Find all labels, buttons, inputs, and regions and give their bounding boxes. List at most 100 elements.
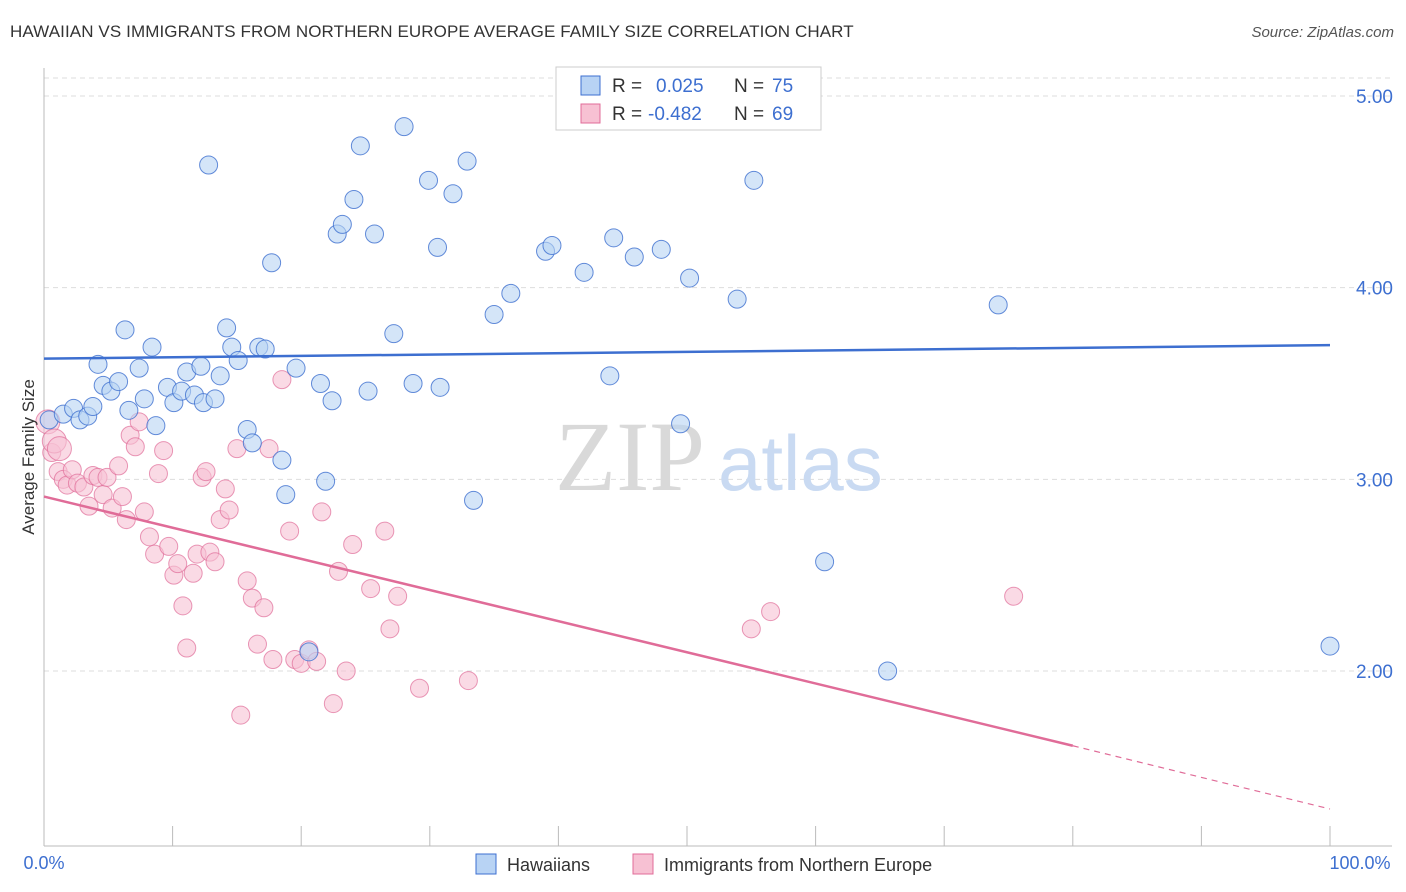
immigrants-point (154, 441, 174, 461)
immigrants-point (410, 678, 430, 698)
hawaiians-trend-line (43, 343, 1331, 360)
hawaiians-point (428, 237, 448, 257)
hawaiians-point (624, 247, 644, 267)
stats-swatch-blue (580, 75, 601, 96)
hawaiians-point (457, 151, 477, 171)
hawaiians-point (228, 351, 248, 370)
immigrants-trend-extension (1072, 745, 1331, 810)
hawaiians-point (384, 324, 404, 344)
x-tick-label-100: 100.0% (1329, 853, 1390, 873)
hawaiians-points (39, 117, 1340, 681)
y-axis-label: Average Family Size (19, 379, 38, 535)
hawaiians-point (119, 400, 139, 420)
hawaiians-point (744, 170, 764, 190)
immigrants-point (125, 437, 145, 457)
hawaiians-point (83, 397, 103, 416)
immigrants-point (254, 598, 274, 618)
y-tick-label-1: 3.00 (1356, 470, 1393, 491)
hawaiians-point (419, 170, 439, 190)
immigrants-point (205, 552, 225, 572)
hawaiians-point (350, 136, 370, 156)
hawaiians-point (358, 381, 378, 401)
stats-r-value-2: -0.482 (648, 104, 702, 125)
stats-r-value-1: 0.025 (656, 76, 704, 97)
immigrants-point (46, 436, 72, 462)
hawaiians-point (205, 389, 225, 409)
y-tick-label-3: 5.00 (1356, 87, 1393, 108)
hawaiians-point (276, 485, 296, 505)
y-axis-tick-labels: 2.00 3.00 4.00 5.00 (1356, 87, 1393, 683)
chart-title: HAWAIIAN VS IMMIGRANTS FROM NORTHERN EUR… (10, 22, 854, 41)
immigrants-point (761, 602, 781, 622)
hawaiians-point (299, 642, 319, 662)
y-tick-label-2: 4.00 (1356, 279, 1393, 300)
immigrants-point (177, 638, 197, 658)
immigrants-point (116, 510, 136, 530)
hawaiians-point (262, 253, 282, 273)
immigrants-point (388, 586, 408, 606)
stats-n-label-2: N = (734, 104, 764, 125)
hawaiians-point (344, 190, 364, 209)
immigrants-point (328, 561, 348, 581)
immigrants-point (336, 661, 356, 681)
immigrants-point (148, 464, 168, 484)
hawaiians-point (199, 155, 219, 175)
hawaiians-point (191, 356, 211, 376)
hawaiians-point (146, 416, 166, 436)
source-credit: Source: ZipAtlas.com (1251, 24, 1394, 41)
immigrants-trend-line (43, 495, 1074, 747)
hawaiians-point (217, 318, 237, 338)
immigrants-point (109, 456, 129, 476)
stats-r-label-2: R = (612, 104, 642, 125)
hawaiians-point (604, 228, 624, 248)
immigrants-point (259, 439, 279, 459)
hawaiians-point (988, 295, 1008, 315)
immigrants-point (361, 579, 381, 599)
stats-box: R = 0.025 N = 75 R = -0.482 N = 69 (555, 66, 822, 131)
immigrants-point (159, 536, 179, 556)
immigrants-point (458, 671, 478, 691)
immigrants-point (323, 694, 343, 714)
hawaiians-point (255, 339, 275, 359)
hawaiians-point (286, 358, 306, 378)
hawaiians-point (115, 320, 135, 340)
immigrants-point (375, 521, 395, 541)
hawaiians-point (443, 184, 463, 204)
watermark-atlas: atlas (718, 419, 883, 507)
hawaiians-point (129, 358, 149, 378)
hawaiians-point (134, 389, 154, 409)
hawaiians-point (316, 471, 336, 491)
hawaiians-point (322, 391, 342, 411)
watermark: ZIP atlas (555, 401, 883, 512)
stats-n-value-1: 75 (772, 76, 793, 97)
hawaiians-point (210, 366, 230, 386)
x-axis-ticks (43, 826, 1331, 846)
immigrants-point (280, 521, 300, 541)
legend-swatch-immigrants (632, 853, 654, 875)
hawaiians-point (680, 268, 700, 288)
hawaiians-point (142, 337, 162, 357)
hawaiians-point (430, 377, 450, 397)
stats-n-label-1: N = (734, 76, 764, 97)
hawaiians-point (365, 224, 385, 244)
immigrants-point (139, 527, 159, 547)
hawaiians-point (501, 283, 521, 303)
stats-swatch-pink (580, 103, 601, 124)
immigrants-point (219, 500, 239, 520)
legend-swatch-hawaiians (475, 853, 497, 875)
immigrants-point (231, 705, 251, 725)
hawaiians-point (727, 289, 747, 309)
hawaiians-point (574, 262, 594, 282)
stats-n-value-2: 69 (772, 104, 793, 125)
immigrants-point (173, 596, 193, 616)
immigrants-point (741, 619, 761, 639)
immigrants-point (237, 571, 257, 591)
immigrants-northern-europe-points (35, 370, 1024, 725)
legend-label-immigrants: Immigrants from Northern Europe (664, 855, 932, 875)
immigrants-point (112, 487, 132, 507)
immigrants-point (272, 370, 292, 390)
immigrants-point (183, 563, 203, 583)
immigrants-point (343, 535, 363, 554)
hawaiians-point (600, 366, 620, 386)
